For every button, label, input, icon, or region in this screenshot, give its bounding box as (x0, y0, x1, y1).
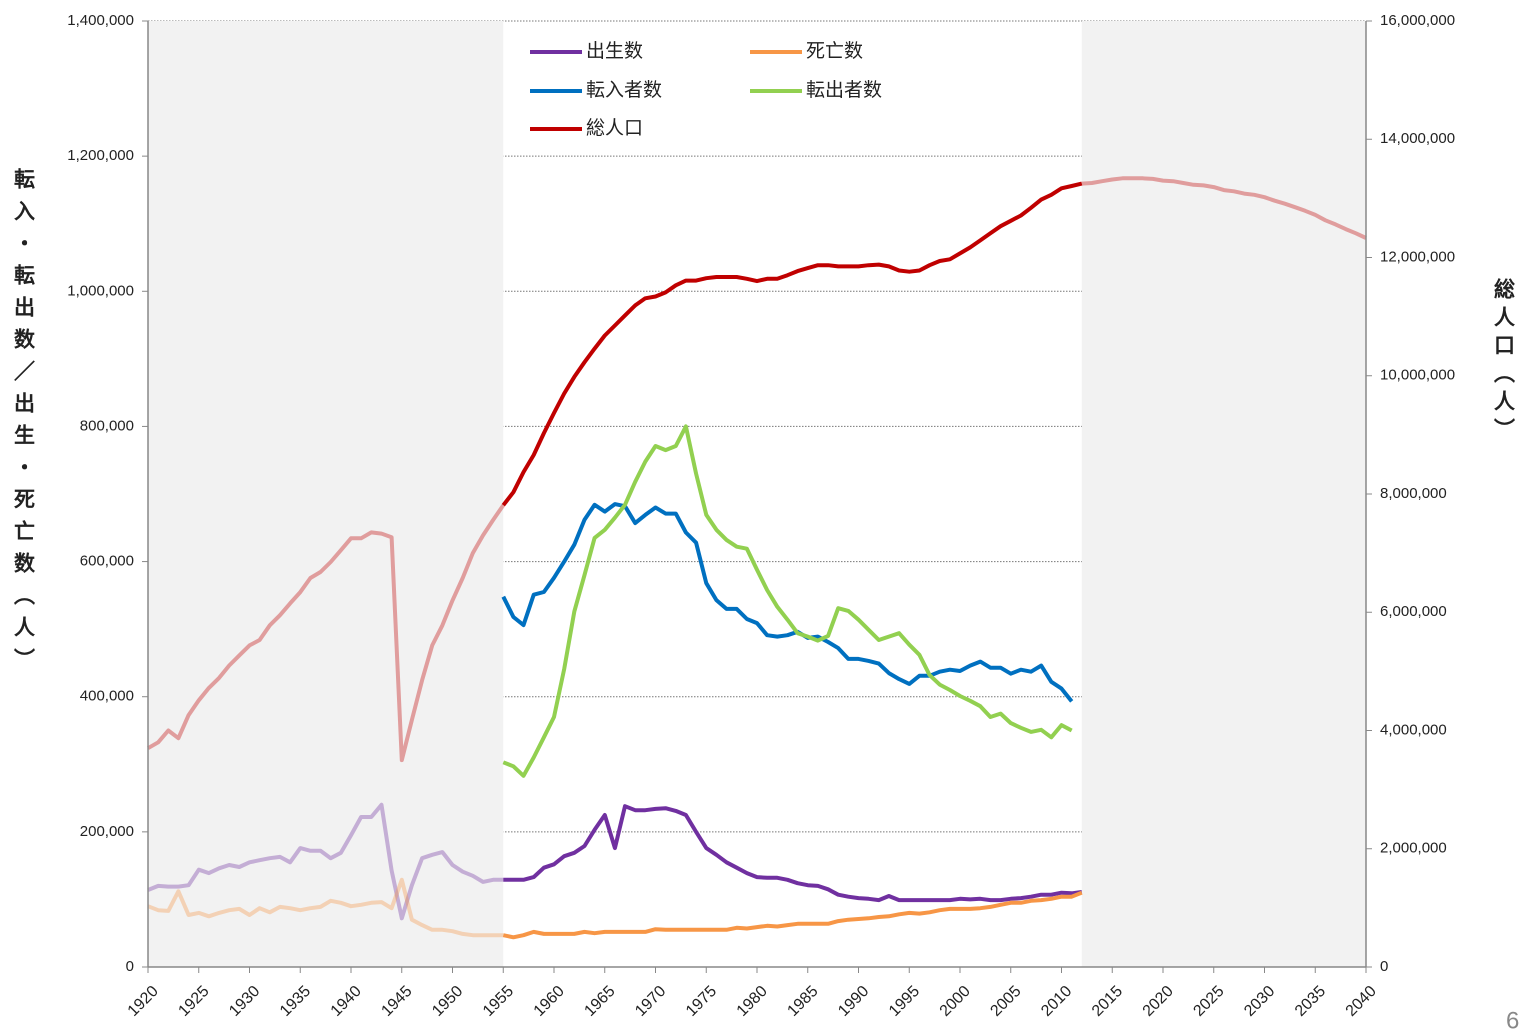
y2-axis-title: 総人口（人） (1491, 277, 1515, 446)
legend-label: 転出者数 (806, 79, 882, 101)
shaded-range (1081, 21, 1366, 967)
series-line (1081, 176, 1367, 240)
series-line (502, 890, 1083, 940)
y-tick-label: 600,000 (80, 553, 134, 570)
series-line (502, 424, 1073, 778)
x-tick-label: 1945 (378, 983, 415, 1020)
legend-label: 出生数 (586, 40, 643, 62)
y2-tick-label: 4,000,000 (1380, 721, 1447, 738)
x-tick-label: 1930 (226, 983, 263, 1020)
y-axis-title: 転入・転出数／出生・死亡数（人） (11, 167, 35, 680)
x-tick-label: 1970 (632, 983, 669, 1020)
x-tick-label: 1955 (480, 983, 517, 1020)
y2-tick-label: 0 (1380, 958, 1388, 975)
x-tick-label: 1920 (125, 983, 162, 1020)
y-tick-label: 0 (126, 958, 134, 975)
x-tick-label: 1940 (328, 983, 365, 1020)
shaded-range (148, 21, 504, 967)
series-line (501, 502, 1074, 703)
series-line (503, 804, 1083, 903)
x-tick-label: 1965 (581, 983, 618, 1020)
y-tick-label: 200,000 (80, 823, 134, 840)
x-tick-label: 2005 (987, 983, 1024, 1020)
y2-tick-label: 14,000,000 (1380, 130, 1455, 147)
x-tick-label: 1925 (175, 983, 212, 1020)
series-line (501, 181, 1083, 507)
y-tick-label: 400,000 (80, 688, 134, 705)
x-tick-label: 1960 (531, 983, 568, 1020)
series-line (147, 877, 504, 938)
legend-label: 転入者数 (586, 79, 662, 101)
series-line (146, 504, 505, 763)
x-tick-label: 1935 (277, 983, 314, 1020)
x-tick-label: 1950 (429, 983, 466, 1020)
y2-tick-label: 8,000,000 (1380, 485, 1447, 502)
y-tick-label: 800,000 (80, 417, 134, 434)
x-tick-label: 1975 (683, 983, 720, 1020)
page-number: 6 (1506, 1007, 1519, 1032)
y2-tick-label: 10,000,000 (1380, 367, 1455, 384)
x-tick-label: 1985 (784, 983, 821, 1020)
x-tick-label: 2030 (1241, 983, 1278, 1020)
y2-tick-label: 6,000,000 (1380, 603, 1447, 620)
series-line (147, 802, 504, 921)
x-tick-label: 1990 (835, 983, 872, 1020)
legend-label: 総人口 (586, 117, 643, 139)
y-tick-label: 1,200,000 (67, 147, 134, 164)
x-tick-label: 1995 (886, 983, 923, 1020)
x-tick-label: 2015 (1089, 983, 1126, 1020)
x-tick-label: 2010 (1038, 983, 1075, 1020)
y2-tick-label: 16,000,000 (1380, 12, 1455, 29)
x-tick-label: 1980 (734, 983, 771, 1020)
x-tick-label: 2025 (1190, 983, 1227, 1020)
x-tick-label: 2040 (1343, 983, 1380, 1020)
y2-tick-label: 12,000,000 (1380, 248, 1455, 265)
y-tick-label: 1,400,000 (67, 12, 134, 29)
x-tick-label: 2035 (1292, 983, 1329, 1020)
y-tick-label: 1,000,000 (67, 282, 134, 299)
x-tick-label: 2020 (1140, 983, 1177, 1020)
y2-tick-label: 2,000,000 (1380, 840, 1447, 857)
legend-label: 死亡数 (806, 40, 863, 62)
x-tick-label: 2000 (937, 983, 974, 1020)
